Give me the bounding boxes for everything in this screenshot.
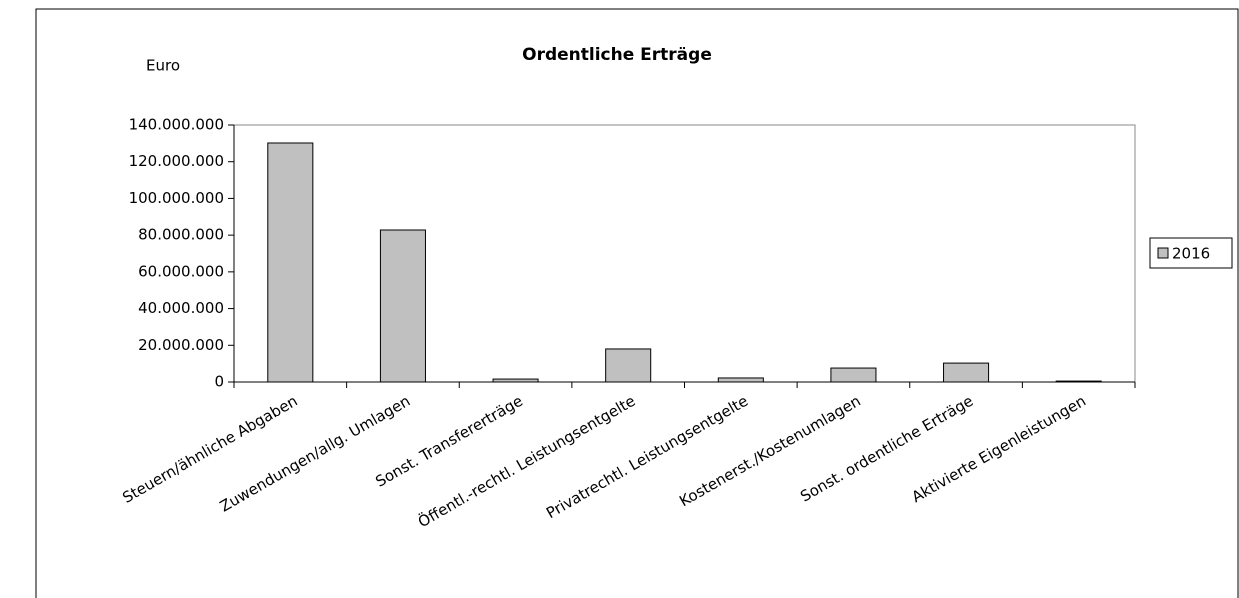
y-tick-label: 100.000.000 xyxy=(129,189,224,207)
legend-swatch xyxy=(1157,247,1169,259)
chart-title: Ordentliche Erträge xyxy=(522,45,712,65)
bar xyxy=(492,378,539,383)
x-tick-label: Privatrechtl. Leistungsentgelte xyxy=(543,392,751,522)
bar xyxy=(943,362,990,383)
plot-area xyxy=(233,124,1136,383)
bar xyxy=(717,377,764,383)
x-tick-label: Steuern/ähnliche Abgaben xyxy=(119,392,300,507)
x-tick-label: Kostenerst./Kostenumlagen xyxy=(676,392,863,511)
bar xyxy=(830,367,877,383)
y-tick-label: 40.000.000 xyxy=(138,299,224,317)
x-tick-label: Zuwendungen/allg. Umlagen xyxy=(217,392,413,516)
x-tick-label: Öffentl.-rechtl. Leistungsentgelte xyxy=(414,391,638,531)
bar xyxy=(605,348,652,383)
y-tick-label: 80.000.000 xyxy=(138,226,224,244)
legend-label: 2016 xyxy=(1172,245,1210,263)
chart-frame xyxy=(35,8,1239,598)
bar xyxy=(379,229,426,383)
y-axis-label: Euro xyxy=(146,57,180,75)
y-tick-label: 60.000.000 xyxy=(138,262,224,280)
y-tick-label: 140.000.000 xyxy=(129,116,224,134)
y-tick-label: 0 xyxy=(214,373,224,391)
bar xyxy=(1055,380,1102,383)
y-tick-label: 20.000.000 xyxy=(138,336,224,354)
y-tick-label: 120.000.000 xyxy=(129,152,224,170)
bar xyxy=(267,142,314,383)
